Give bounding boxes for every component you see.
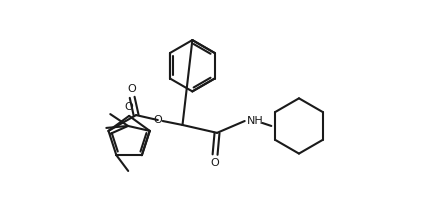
Text: O: O [211, 158, 220, 168]
Text: NH: NH [247, 116, 263, 126]
Text: O: O [154, 115, 162, 125]
Text: O: O [125, 102, 134, 112]
Text: O: O [128, 84, 137, 94]
